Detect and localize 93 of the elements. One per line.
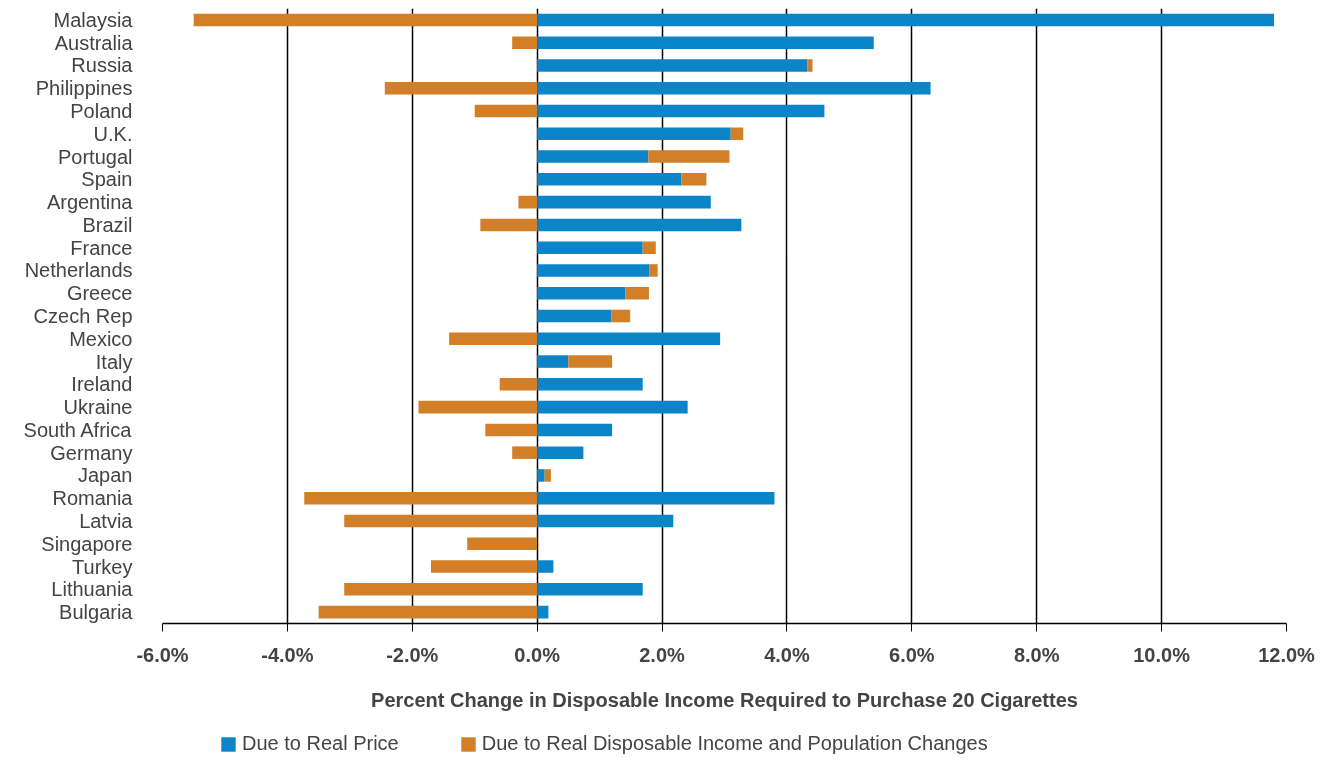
x-tick-label: -6.0% — [136, 643, 189, 666]
bar — [681, 173, 707, 186]
y-tick-label: Greece — [66, 282, 133, 305]
bar — [418, 400, 538, 414]
bar — [537, 36, 874, 49]
bar — [304, 491, 538, 505]
bar — [318, 605, 538, 619]
bar — [537, 218, 742, 232]
bar — [537, 400, 688, 414]
x-tick-label: 6.0% — [889, 643, 935, 666]
y-tick-label: Poland — [70, 100, 133, 122]
bar — [642, 241, 656, 254]
y-tick-label: Singapore — [41, 532, 133, 555]
x-tick-label: 2.0% — [639, 643, 686, 666]
bar — [384, 81, 538, 95]
bar — [537, 514, 674, 528]
bar — [537, 560, 554, 573]
x-tick-label: 4.0% — [764, 643, 810, 666]
y-tick-label: Spain — [81, 168, 133, 191]
bar — [537, 286, 626, 300]
bar — [537, 583, 643, 596]
y-tick-label: South Africa — [23, 418, 133, 441]
bar — [518, 195, 538, 209]
bar — [544, 469, 551, 482]
bar — [499, 378, 538, 391]
y-tick-label: Czech Rep — [33, 305, 133, 327]
bar — [537, 13, 1275, 27]
x-tick-label: -4.0% — [261, 643, 314, 666]
y-tick-label: Ukraine — [63, 396, 133, 419]
bar — [512, 36, 538, 49]
y-tick-label: Ireland — [71, 373, 133, 396]
y-tick-label: Lithuania — [51, 578, 134, 601]
y-tick-label: Japan — [78, 464, 133, 487]
bar — [485, 423, 538, 437]
y-tick-label: Latvia — [79, 510, 134, 532]
bar — [537, 150, 649, 163]
y-tick-label: France — [70, 236, 133, 259]
bar — [537, 332, 721, 346]
bar — [537, 446, 584, 459]
y-tick-label: Brazil — [82, 213, 133, 236]
x-tick-label: 0.0% — [514, 643, 561, 666]
y-tick-label: Australia — [54, 31, 134, 54]
bar — [537, 469, 545, 482]
bar — [537, 81, 931, 95]
x-tick-label: 8.0% — [1013, 643, 1060, 666]
bar — [537, 378, 643, 391]
bar — [431, 560, 538, 573]
bar — [568, 355, 613, 368]
bar — [480, 218, 538, 232]
bar — [512, 446, 538, 459]
bar — [807, 59, 813, 72]
y-tick-label: Netherlands — [24, 259, 133, 282]
bar — [344, 514, 538, 528]
legend-label: Due to Real Price — [242, 732, 399, 755]
bar — [474, 104, 538, 118]
y-tick-label: Italy — [95, 350, 133, 373]
y-tick-label: Argentina — [46, 191, 134, 214]
bar — [537, 127, 731, 141]
x-tick-label: 12.0% — [1258, 643, 1316, 666]
bar — [611, 309, 631, 323]
y-tick-label: Portugal — [58, 145, 133, 168]
bar — [193, 13, 538, 27]
x-tick-label: 10.0% — [1133, 643, 1191, 666]
bar — [537, 241, 643, 254]
bar — [537, 104, 825, 118]
bar — [449, 332, 538, 346]
bar — [537, 355, 569, 368]
bar — [537, 195, 711, 209]
bar — [625, 286, 649, 300]
y-tick-label: Philippines — [35, 77, 133, 100]
y-tick-label: Germany — [50, 441, 133, 464]
bar — [467, 537, 538, 551]
y-tick-label: Mexico — [69, 327, 133, 350]
legend-label: Due to Real Disposable Income and Population Changes — [481, 732, 988, 755]
bar — [537, 173, 682, 186]
bar — [537, 491, 775, 505]
bar — [649, 264, 658, 277]
y-tick-label: Turkey — [72, 555, 133, 578]
y-tick-label: Romania — [52, 487, 134, 510]
x-tick-label: -2.0% — [386, 643, 439, 666]
bar — [537, 423, 613, 437]
bar — [648, 150, 730, 163]
bar — [537, 264, 650, 277]
bar — [344, 583, 538, 596]
y-tick-label: Bulgaria — [59, 601, 134, 624]
bar — [537, 309, 612, 323]
x-axis-title: Percent Change in Disposable Income Required to Purchase 20 Cigarettes — [371, 688, 1078, 711]
y-tick-label: U.K. — [93, 122, 133, 145]
y-tick-label: Malaysia — [53, 8, 134, 31]
bar — [537, 59, 808, 72]
bar — [730, 127, 744, 141]
bar — [537, 605, 549, 619]
y-tick-label: Russia — [71, 54, 134, 77]
